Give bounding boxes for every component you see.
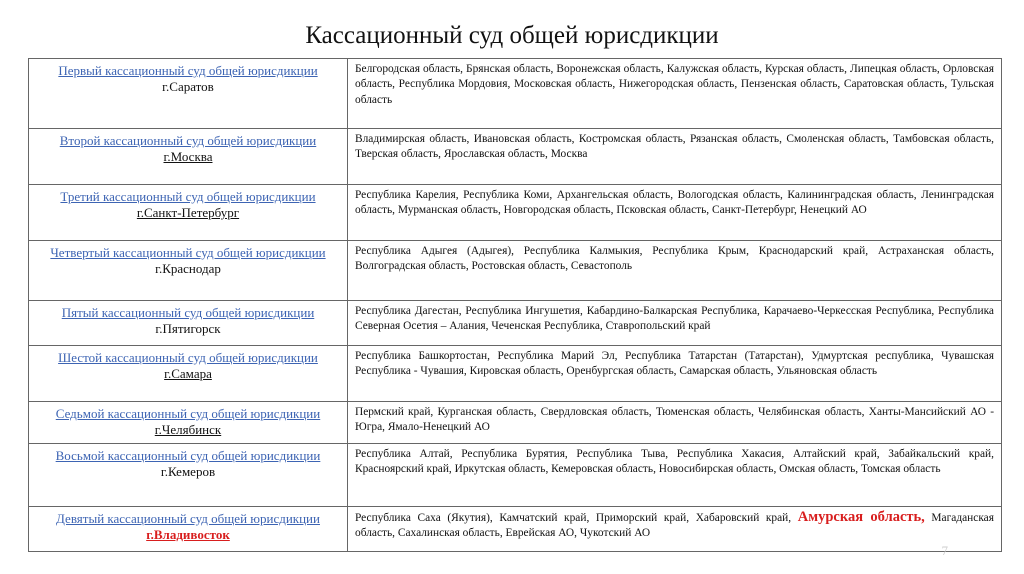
regions-cell: Республика Алтай, Республика Бурятия, Ре…: [347, 443, 1002, 507]
regions-cell: Республика Саха (Якутия), Камчатский кра…: [347, 506, 1002, 552]
city: г.Владивосток: [146, 527, 230, 542]
table-row: Девятый кассационный суд общей юрисдикци…: [28, 506, 1002, 552]
court-link[interactable]: Восьмой кассационный суд общей юрисдикци…: [55, 448, 321, 463]
city: г.Саратов: [162, 79, 214, 94]
courts-table: Первый кассационный суд общей юрисдикции…: [28, 58, 1002, 552]
regions-cell: Республика Башкортостан, Республика Мари…: [347, 345, 1002, 402]
court-cell: Седьмой кассационный суд общей юрисдикци…: [28, 401, 348, 444]
court-cell: Шестой кассационный суд общей юрисдикции…: [28, 345, 348, 402]
court-link[interactable]: Четвертый кассационный суд общей юрисдик…: [50, 245, 326, 260]
court-cell: Второй кассационный суд общей юрисдикции…: [28, 128, 348, 185]
table-row: Шестой кассационный суд общей юрисдикции…: [28, 345, 1002, 402]
table-row: Восьмой кассационный суд общей юрисдикци…: [28, 443, 1002, 507]
regions-cell: Республика Карелия, Республика Коми, Арх…: [347, 184, 1002, 241]
court-cell: Первый кассационный суд общей юрисдикции…: [28, 58, 348, 129]
regions-cell: Пермский край, Курганская область, Сверд…: [347, 401, 1002, 444]
court-cell: Восьмой кассационный суд общей юрисдикци…: [28, 443, 348, 507]
table-row: Третий кассационный суд общей юрисдикции…: [28, 184, 1002, 241]
table-row: Седьмой кассационный суд общей юрисдикци…: [28, 401, 1002, 444]
court-link[interactable]: Второй кассационный суд общей юрисдикции: [59, 133, 317, 148]
city: г.Санкт-Петербург: [136, 205, 240, 220]
court-cell: Пятый кассационный суд общей юрисдикции г…: [28, 300, 348, 346]
court-link[interactable]: Третий кассационный суд общей юрисдикции: [60, 189, 316, 204]
city: г.Самара: [164, 366, 212, 381]
table-row: Второй кассационный суд общей юрисдикции…: [28, 128, 1002, 185]
city: г.Краснодар: [155, 261, 221, 276]
city: г.Челябинск: [154, 422, 222, 437]
table-row: Первый кассационный суд общей юрисдикции…: [28, 58, 1002, 129]
regions-cell: Владимирская область, Ивановская область…: [347, 128, 1002, 185]
regions-text: Республика Саха (Якутия), Камчатский кра…: [355, 512, 792, 524]
court-link[interactable]: Шестой кассационный суд общей юрисдикции: [58, 350, 318, 365]
court-link[interactable]: Девятый кассационный суд общей юрисдикци…: [56, 511, 320, 526]
city: г.Москва: [163, 149, 213, 164]
regions-cell: Республика Адыгея (Адыгея), Республика К…: [347, 240, 1002, 301]
city: г.Кемеров: [160, 464, 216, 479]
regions-cell: Белгородская область, Брянская область, …: [347, 58, 1002, 129]
page-number: 7: [941, 543, 949, 558]
regions-cell: Республика Дагестан, Республика Ингушети…: [347, 300, 1002, 346]
court-cell: Третий кассационный суд общей юрисдикции…: [28, 184, 348, 241]
regions-text: Магаданская область, Сахалинская область…: [355, 512, 994, 540]
city: г.Пятигорск: [155, 321, 221, 336]
table-row: Пятый кассационный суд общей юрисдикции г…: [28, 300, 1002, 346]
court-link[interactable]: Седьмой кассационный суд общей юрисдикци…: [55, 406, 321, 421]
highlighted-region: Амурская область,: [797, 509, 925, 525]
court-cell: Девятый кассационный суд общей юрисдикци…: [28, 506, 348, 552]
slide-title: Кассационный суд общей юрисдикции: [305, 22, 719, 49]
court-link[interactable]: Первый кассационный суд общей юрисдикции: [58, 63, 318, 78]
table-row: Четвертый кассационный суд общей юрисдик…: [28, 240, 1002, 301]
court-cell: Четвертый кассационный суд общей юрисдик…: [28, 240, 348, 301]
court-link[interactable]: Пятый кассационный суд общей юрисдикции: [61, 305, 315, 320]
